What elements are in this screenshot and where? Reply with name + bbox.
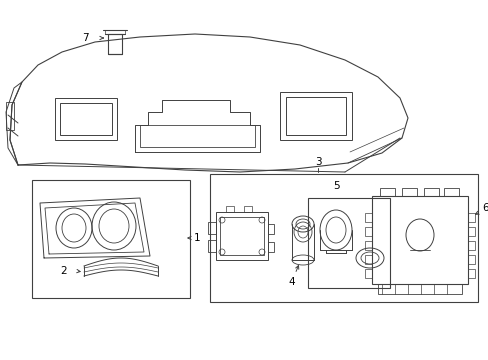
Bar	[220, 217, 264, 255]
Bar	[364, 255, 371, 264]
Bar	[467, 269, 474, 278]
Bar	[307, 198, 389, 288]
Bar	[364, 241, 371, 250]
Text: 5: 5	[332, 181, 339, 191]
Bar	[377, 284, 461, 294]
Bar	[60, 103, 112, 135]
Bar	[467, 213, 474, 222]
Bar	[108, 34, 122, 54]
Bar	[244, 206, 251, 212]
Bar	[140, 125, 254, 147]
Bar	[467, 227, 474, 236]
Text: 1: 1	[194, 233, 200, 243]
Text: 7: 7	[82, 33, 88, 43]
Bar	[371, 196, 467, 284]
Text: 2: 2	[60, 266, 66, 276]
Bar	[379, 188, 394, 196]
Bar	[280, 92, 351, 140]
Bar	[55, 98, 117, 140]
Bar	[364, 213, 371, 222]
Bar	[364, 269, 371, 278]
Bar	[6, 102, 14, 130]
Text: 3: 3	[314, 157, 321, 167]
Bar	[267, 242, 273, 252]
Bar	[467, 255, 474, 264]
Text: 6: 6	[481, 203, 488, 213]
Bar	[216, 212, 267, 260]
Bar	[467, 241, 474, 250]
Bar	[207, 240, 216, 252]
Bar	[32, 180, 190, 298]
Text: 4: 4	[287, 277, 294, 287]
Bar	[285, 97, 346, 135]
Bar	[267, 224, 273, 234]
Bar	[209, 174, 477, 302]
Bar	[225, 206, 234, 212]
Bar	[443, 188, 458, 196]
Bar	[423, 188, 438, 196]
Bar	[401, 188, 416, 196]
Bar	[207, 222, 216, 234]
Bar	[364, 227, 371, 236]
